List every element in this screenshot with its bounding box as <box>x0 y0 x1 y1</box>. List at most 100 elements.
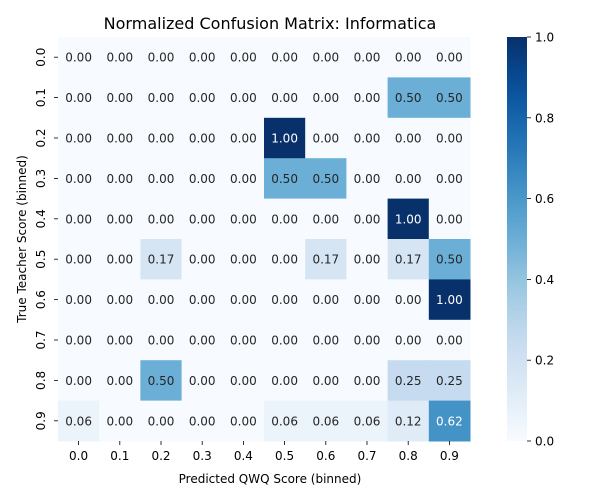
heatmap-cell-2-3 <box>181 117 224 159</box>
x-tick-label-1: 0.1 <box>110 449 129 463</box>
heatmap-cell-5-6 <box>305 239 347 280</box>
cell-value-label-4-0: 0.00 <box>65 212 92 226</box>
colorbar <box>507 37 527 441</box>
heatmap-cell-1-1 <box>99 77 141 119</box>
heatmap-cell-1-3 <box>181 77 224 119</box>
cell-value-label-3-4: 0.00 <box>230 172 257 186</box>
cell-value-label-8-9: 0.25 <box>436 374 463 388</box>
heatmap-cell-2-7 <box>346 117 389 159</box>
heatmap-cell-6-8 <box>387 279 430 321</box>
heatmap-cell-8-3 <box>181 360 224 402</box>
cell-value-label-4-6: 0.00 <box>312 212 339 226</box>
cell-value-label-7-3: 0.00 <box>189 334 216 348</box>
y-tick-label-8: 0.8 <box>34 371 48 390</box>
cell-value-label-2-4: 0.00 <box>230 132 257 146</box>
heatmap-cell-8-7 <box>346 360 389 402</box>
cell-value-label-5-1: 0.00 <box>106 253 133 267</box>
heatmap-cell-3-4 <box>222 158 265 200</box>
y-axis-ticks: 0.0 0.1 0.2 0.3 0.4 0.5 0.6 0.7 0.8 0.9 <box>34 48 58 430</box>
chart-title: Normalized Confusion Matrix: Informatica <box>104 14 437 33</box>
heatmap-cell-3-0 <box>58 158 100 200</box>
y-axis-label: True Teacher Score (binned) <box>15 155 29 324</box>
heatmap-cell-3-6 <box>305 158 347 200</box>
heatmap-cell-5-4 <box>222 239 265 280</box>
cell-value-label-6-1: 0.00 <box>106 293 133 307</box>
cell-value-label-7-7: 0.00 <box>354 334 381 348</box>
heatmap-cell-2-9 <box>428 117 471 159</box>
cell-value-label-2-2: 0.00 <box>148 132 175 146</box>
x-tick-label-8: 0.8 <box>399 449 418 463</box>
cell-value-label-2-3: 0.00 <box>189 132 216 146</box>
colorbar-tick-label-2: 0.4 <box>535 273 554 287</box>
cell-value-label-7-9: 0.00 <box>436 334 463 348</box>
cell-value-label-5-5: 0.00 <box>271 253 298 267</box>
heatmap-cell-2-6 <box>305 117 347 159</box>
cell-value-label-4-1: 0.00 <box>106 212 133 226</box>
cell-value-label-0-6: 0.00 <box>312 51 339 65</box>
cell-value-label-6-7: 0.00 <box>354 293 381 307</box>
heatmap-cell-9-5 <box>264 400 306 442</box>
cell-value-label-5-9: 0.50 <box>436 253 463 267</box>
cell-value-label-1-7: 0.00 <box>354 91 381 105</box>
heatmap-cell-2-4 <box>222 117 265 159</box>
cell-value-label-2-6: 0.00 <box>312 132 339 146</box>
cell-value-label-4-4: 0.00 <box>230 212 257 226</box>
cell-value-label-3-3: 0.00 <box>189 172 216 186</box>
heatmap-cell-1-2 <box>140 77 183 119</box>
heatmap-cell-8-9 <box>428 360 471 402</box>
heatmap-cell-5-9 <box>428 239 471 280</box>
cell-value-label-5-8: 0.17 <box>395 253 422 267</box>
cell-value-label-7-8: 0.00 <box>395 334 422 348</box>
x-tick-label-2: 0.2 <box>151 449 170 463</box>
heatmap-cell-6-5 <box>264 279 306 321</box>
heatmap-cell-0-3 <box>181 37 224 78</box>
heatmap-cell-6-6 <box>305 279 347 321</box>
cell-value-label-6-6: 0.00 <box>312 293 339 307</box>
heatmap-cell-4-9 <box>428 198 471 240</box>
x-tick-label-0: 0.0 <box>69 449 88 463</box>
heatmap-cell-9-6 <box>305 400 347 442</box>
heatmap-cell-0-6 <box>305 37 347 78</box>
cell-value-label-7-4: 0.00 <box>230 334 257 348</box>
heatmap-cell-9-8 <box>387 400 430 442</box>
cell-value-label-0-9: 0.00 <box>436 51 463 65</box>
heatmap-cell-1-6 <box>305 77 347 119</box>
heatmap-cell-7-2 <box>140 319 183 361</box>
heatmap-cells: 0.00 0.00 0.00 0.00 0.00 0.00 0.00 0.00 0.00 0.00… <box>58 37 471 442</box>
cell-value-label-0-3: 0.00 <box>189 51 216 65</box>
cell-value-label-3-1: 0.00 <box>106 172 133 186</box>
heatmap-cell-8-4 <box>222 360 265 402</box>
heatmap-cell-4-8 <box>387 198 430 240</box>
heatmap-cell-7-9 <box>428 319 471 361</box>
cell-value-label-8-5: 0.00 <box>271 374 298 388</box>
x-tick-label-9: 0.9 <box>440 449 459 463</box>
cell-value-label-9-1: 0.00 <box>106 414 133 428</box>
heatmap-cell-6-2 <box>140 279 183 321</box>
cell-value-label-3-0: 0.00 <box>65 172 92 186</box>
heatmap-cell-2-8 <box>387 117 430 159</box>
heatmap-cell-4-6 <box>305 198 347 240</box>
cell-value-label-6-4: 0.00 <box>230 293 257 307</box>
cell-value-label-4-8: 1.00 <box>395 212 422 226</box>
cell-value-label-1-0: 0.00 <box>65 91 92 105</box>
cell-value-label-9-7: 0.06 <box>354 414 381 428</box>
heatmap-cell-4-2 <box>140 198 183 240</box>
heatmap-cell-3-5 <box>264 158 306 200</box>
heatmap-cell-2-1 <box>99 117 141 159</box>
heatmap-cell-1-0 <box>58 77 100 119</box>
heatmap-cell-9-0 <box>58 400 100 442</box>
cell-value-label-2-0: 0.00 <box>65 132 92 146</box>
heatmap-cell-5-1 <box>99 239 141 280</box>
x-tick-label-4: 0.4 <box>234 449 253 463</box>
x-tick-label-5: 0.5 <box>275 449 294 463</box>
heatmap-cell-3-9 <box>428 158 471 200</box>
cell-value-label-7-2: 0.00 <box>148 334 175 348</box>
cell-value-label-2-7: 0.00 <box>354 132 381 146</box>
cell-value-label-9-2: 0.00 <box>148 414 175 428</box>
cell-value-label-4-2: 0.00 <box>148 212 175 226</box>
heatmap-cell-1-4 <box>222 77 265 119</box>
heatmap-cell-5-2 <box>140 239 183 280</box>
heatmap-cell-0-5 <box>264 37 306 78</box>
heatmap-cell-2-5 <box>264 117 306 159</box>
cell-value-label-5-0: 0.00 <box>65 253 92 267</box>
